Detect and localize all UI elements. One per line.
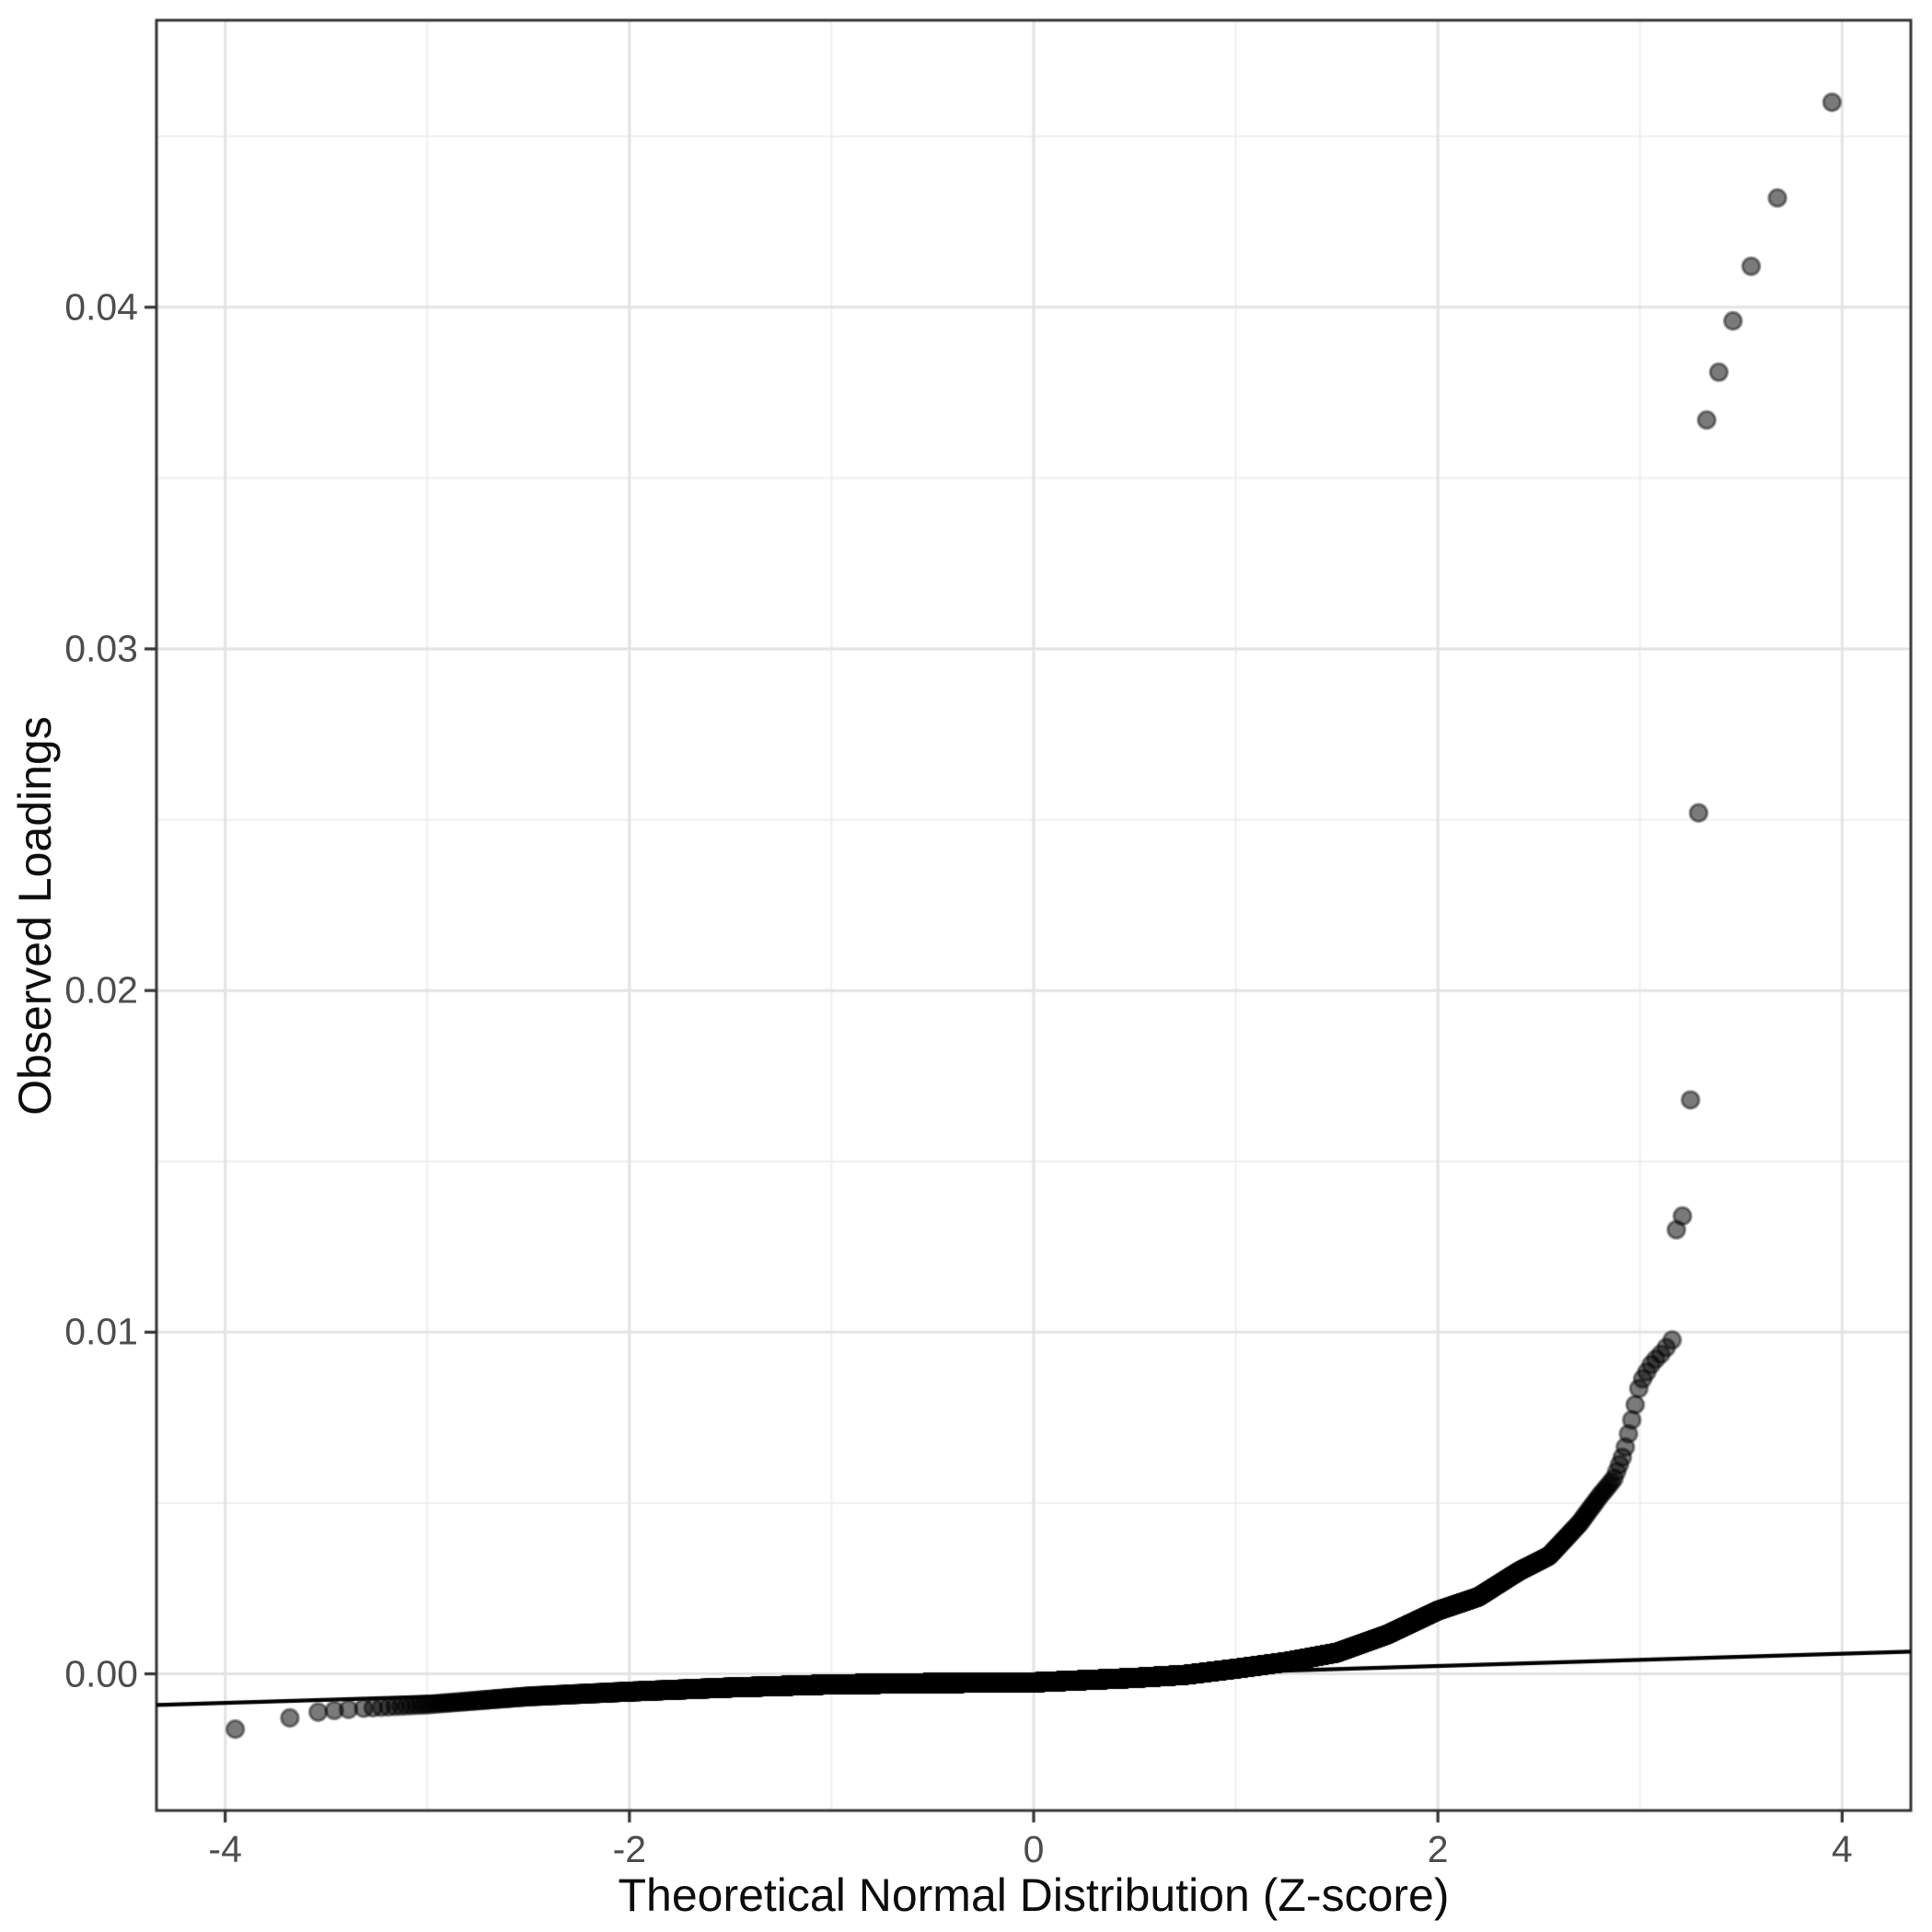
y-tick-label: 0.02 <box>64 968 138 1012</box>
y-tick-label: 0.01 <box>64 1310 138 1353</box>
x-axis-title: Theoretical Normal Distribution (Z-score… <box>618 1869 1450 1921</box>
x-tick-label: 0 <box>1023 1828 1045 1870</box>
y-tick-label: 0.04 <box>64 285 138 329</box>
y-axis-title: Observed Loadings <box>9 715 61 1116</box>
x-tick-label: -4 <box>208 1828 242 1870</box>
x-tick-label: 4 <box>1831 1828 1853 1870</box>
x-tick-label: 2 <box>1427 1828 1449 1870</box>
y-tick-label: 0.03 <box>64 627 138 670</box>
y-tick-label: 0.00 <box>64 1652 138 1695</box>
x-tick-label: -2 <box>612 1828 647 1870</box>
